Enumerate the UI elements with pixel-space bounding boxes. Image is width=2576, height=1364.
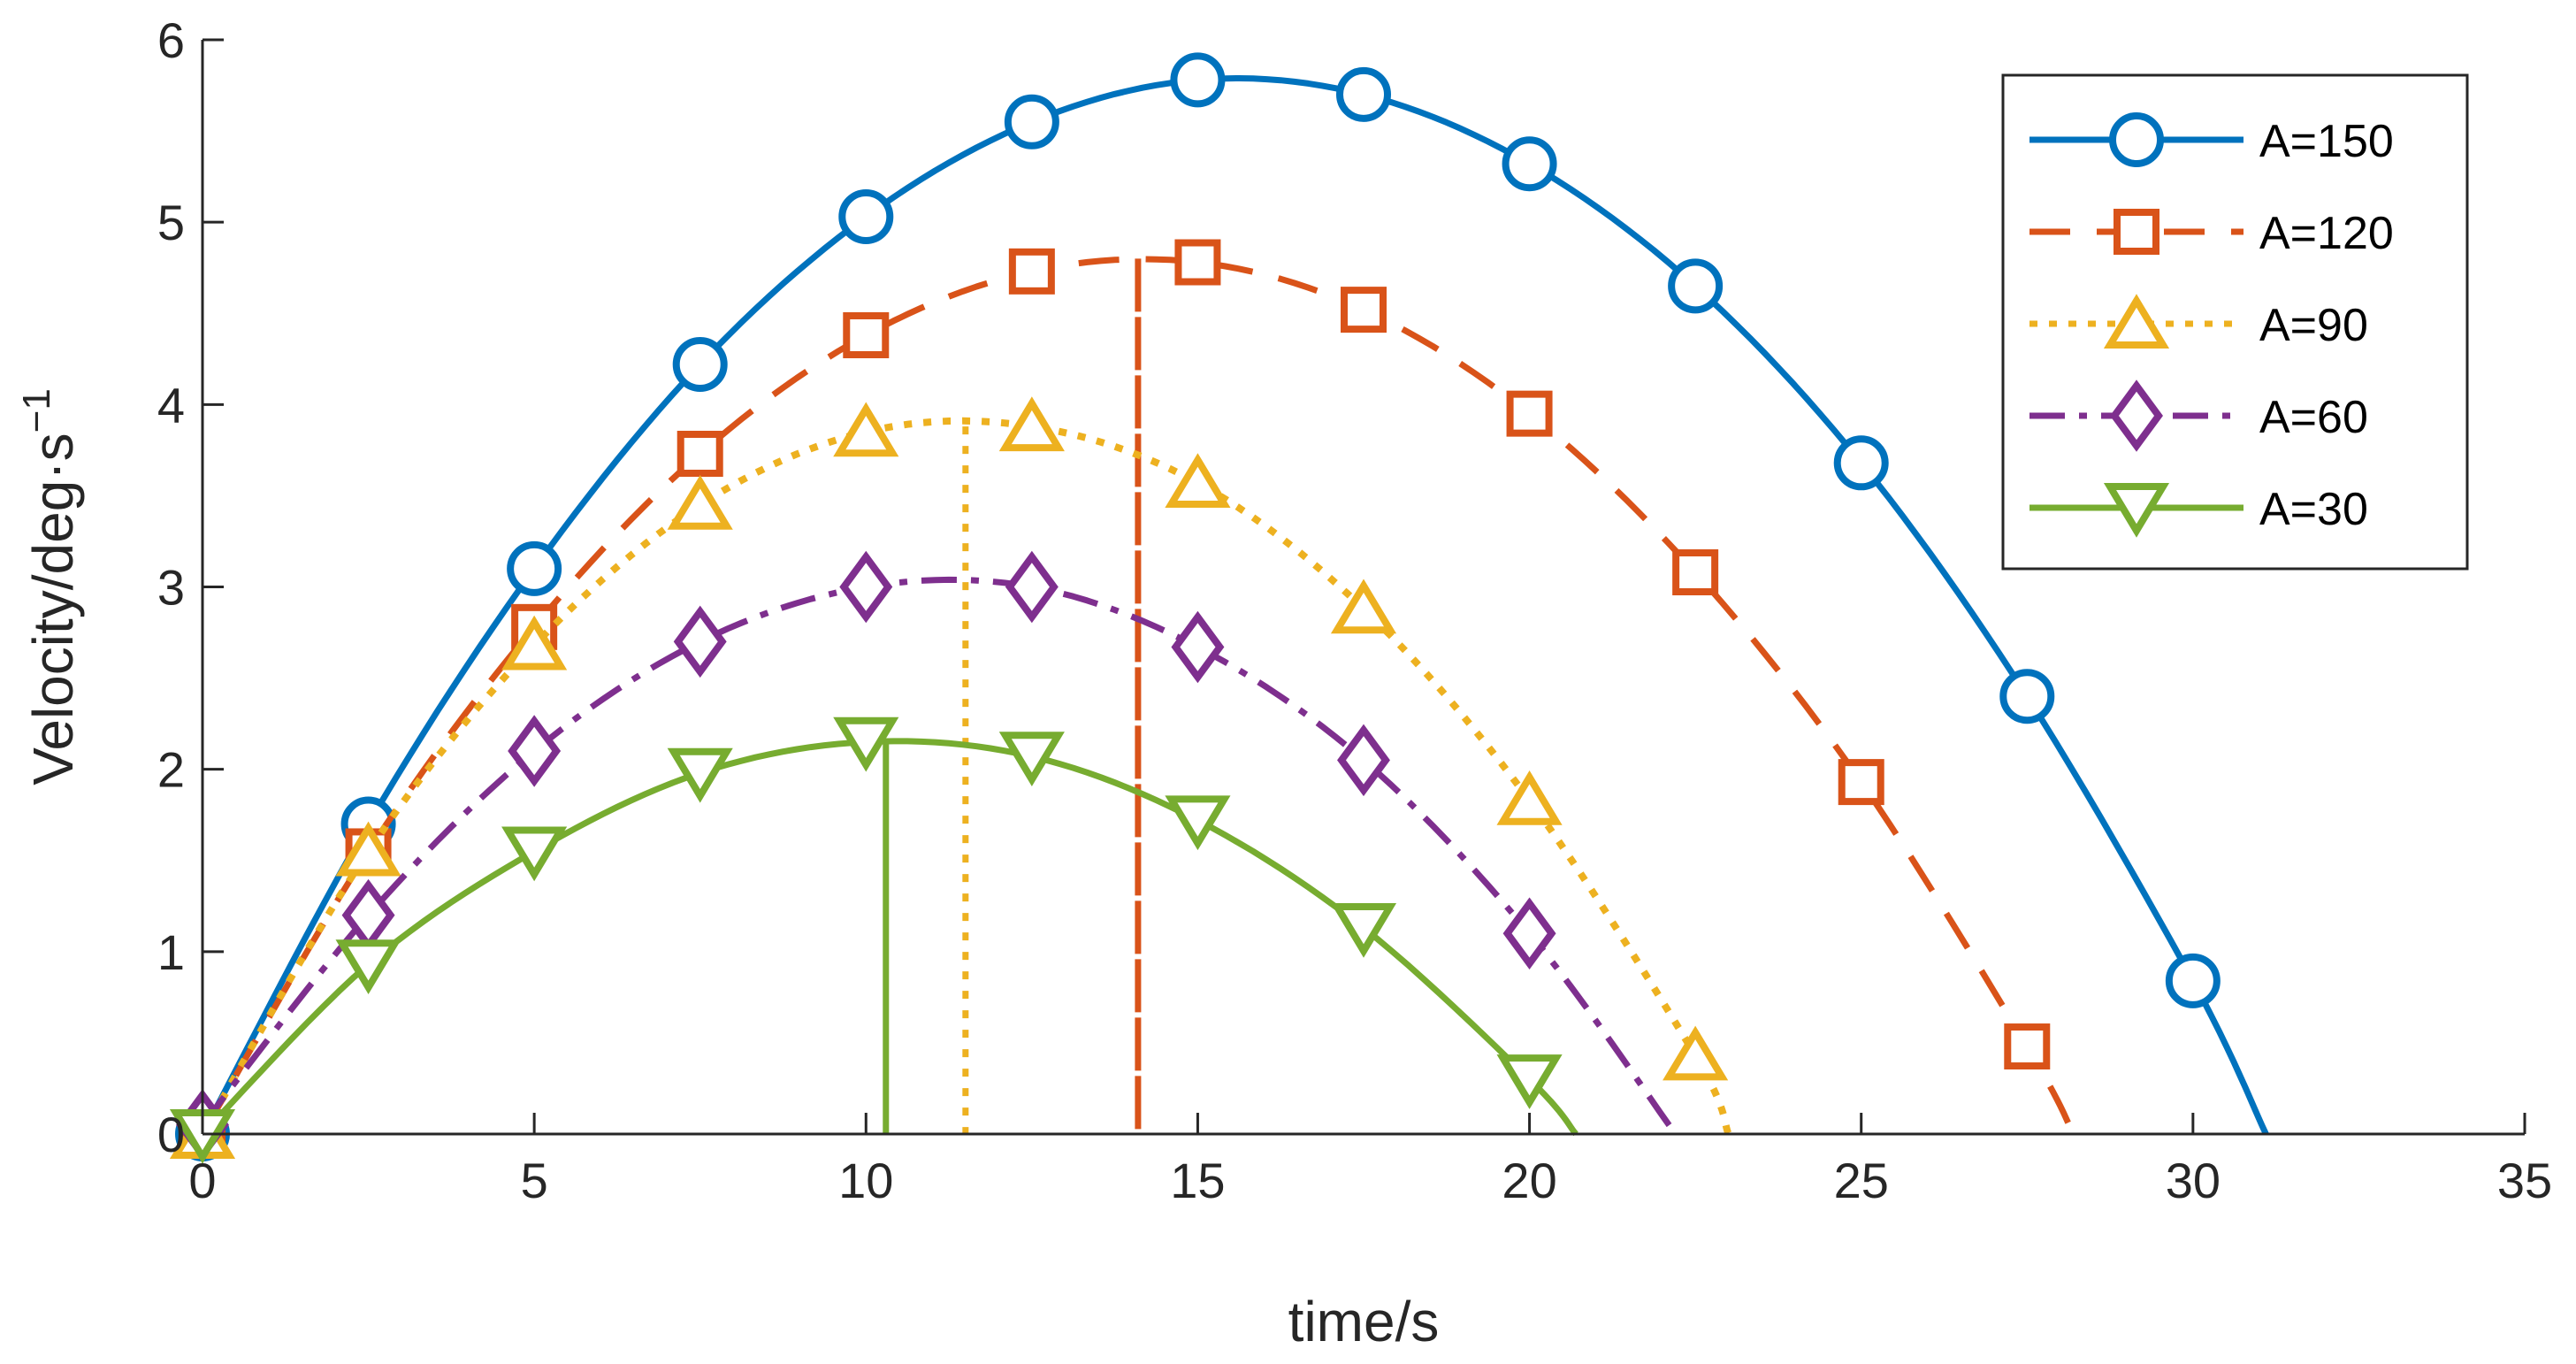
data-point: [1165, 795, 1231, 851]
data-point: [1672, 549, 1719, 596]
y-tick-label: 5: [157, 195, 185, 250]
data-point: [335, 939, 401, 995]
series-line: [199, 417, 1732, 1137]
series-line: [199, 75, 2269, 1136]
data-point: [1838, 759, 1884, 806]
data-point: [833, 716, 899, 772]
data-point: [667, 474, 733, 530]
legend-label: A=60: [2259, 392, 2368, 443]
y-axis-label: Velocity/deg·s−1: [15, 388, 85, 785]
legend: A=150 A=120 A=90 A=60 A=30: [2001, 73, 2469, 571]
x-axis-label: time/s: [1288, 1290, 1440, 1353]
data-point: [1005, 550, 1059, 624]
data-point: [1330, 579, 1397, 634]
series-A=90: [169, 396, 1732, 1159]
legend-label: A=90: [2259, 300, 2368, 351]
data-point: [998, 396, 1065, 452]
legend-entry-A=30: A=30: [2029, 483, 2368, 538]
x-tick-label: 0: [188, 1153, 216, 1208]
legend-label: A=150: [2259, 116, 2394, 167]
data-point: [673, 605, 727, 678]
data-point: [501, 826, 568, 882]
legend-entry-A=90: A=90: [2029, 294, 2368, 351]
data-point: [335, 821, 401, 877]
y-tick-label: 4: [157, 377, 185, 433]
legend-marker: [2109, 112, 2164, 167]
x-tick-label: 15: [1170, 1153, 1225, 1208]
x-tick-label: 25: [1834, 1153, 1889, 1208]
y-axis-label-main: Velocity/deg·s: [21, 433, 85, 785]
legend-marker: [2103, 483, 2170, 538]
data-point: [839, 550, 893, 624]
data-point: [1496, 770, 1563, 825]
series-line: [200, 576, 1678, 1137]
data-point: [1336, 66, 1391, 122]
y-tick-label: 1: [157, 924, 185, 980]
data-point: [838, 188, 894, 244]
y-tick-label: 3: [157, 560, 185, 616]
data-point: [1170, 52, 1226, 108]
x-tick-label: 35: [2497, 1153, 2552, 1208]
legend-entry-A=120: A=120: [2029, 208, 2394, 259]
data-point: [1502, 136, 1557, 192]
data-point: [1337, 724, 1390, 797]
x-tick-label: 10: [838, 1153, 893, 1208]
y-tick-label: 6: [157, 12, 185, 68]
data-point: [1668, 258, 1724, 314]
series-line: [200, 738, 1578, 1137]
data-point: [1165, 453, 1231, 508]
data-point: [1004, 94, 1059, 149]
data-point: [1506, 390, 1553, 437]
data-point: [676, 430, 723, 477]
x-tick-label: 5: [521, 1153, 548, 1208]
legend-label: A=120: [2259, 208, 2394, 259]
data-point: [508, 715, 562, 787]
x-tick-label: 20: [1502, 1153, 1556, 1208]
data-point: [1663, 1025, 1729, 1081]
data-point: [672, 336, 728, 392]
data-point: [667, 747, 733, 803]
data-point: [1330, 903, 1397, 958]
legend-marker: [2114, 209, 2159, 255]
data-point: [501, 615, 568, 671]
data-point: [1833, 435, 1889, 491]
y-axis-label-superscript: −1: [15, 388, 58, 433]
data-point: [507, 540, 562, 596]
series-layer: [169, 52, 2269, 1164]
legend-label: A=30: [2259, 484, 2368, 535]
data-point: [833, 402, 899, 457]
data-point: [1496, 1054, 1563, 1109]
axes-layer: 0 5 10 15 20 25 30 35 0 1 2 3 4 5 6: [157, 12, 2552, 1208]
y-tick-label: 2: [157, 742, 185, 798]
data-point: [998, 732, 1065, 787]
series-A=30: [169, 716, 1578, 1164]
data-point: [2165, 953, 2221, 1008]
legend-entry-A=150: A=150: [2029, 112, 2394, 167]
data-point: [1008, 248, 1055, 295]
data-point: [1502, 897, 1556, 969]
legend-entry-A=60: A=60: [2029, 379, 2368, 452]
y-tick-label: 0: [157, 1107, 185, 1162]
legend-marker: [2103, 294, 2170, 349]
data-point: [2004, 1023, 2051, 1070]
data-point: [1341, 287, 1387, 333]
legend-marker: [2110, 379, 2163, 452]
data-point: [843, 311, 890, 358]
data-point: [1174, 239, 1221, 286]
x-tick-label: 30: [2166, 1153, 2221, 1208]
legend-box: [2001, 73, 2469, 571]
data-point: [1171, 610, 1225, 684]
data-point: [1999, 669, 2055, 724]
